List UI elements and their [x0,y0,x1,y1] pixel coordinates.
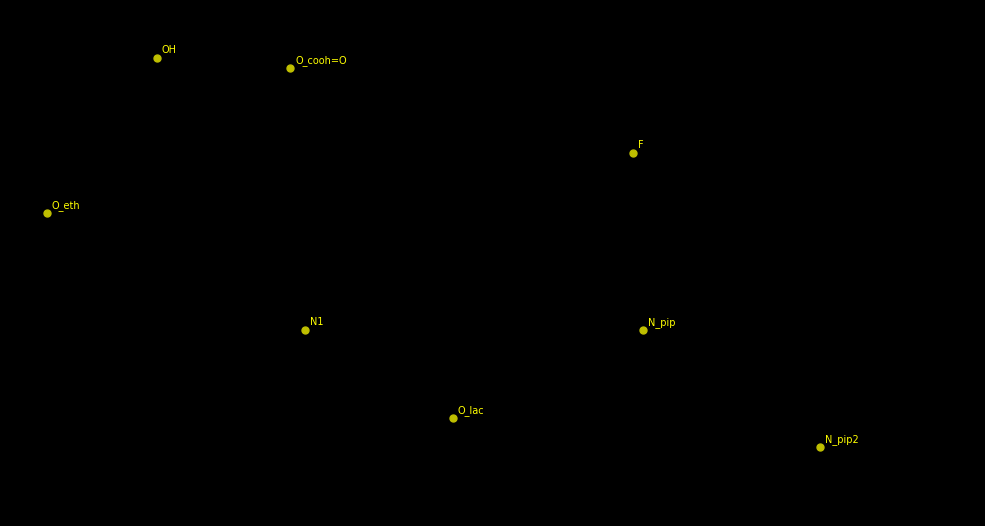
Text: F: F [638,140,643,150]
Text: O_lac: O_lac [458,405,485,416]
Text: O_cooh=O: O_cooh=O [295,55,347,66]
Text: O_eth: O_eth [52,200,81,211]
Text: N1: N1 [310,317,323,327]
Text: OH: OH [162,45,177,55]
Text: N_pip: N_pip [648,317,676,328]
Text: N_pip2: N_pip2 [825,434,859,445]
